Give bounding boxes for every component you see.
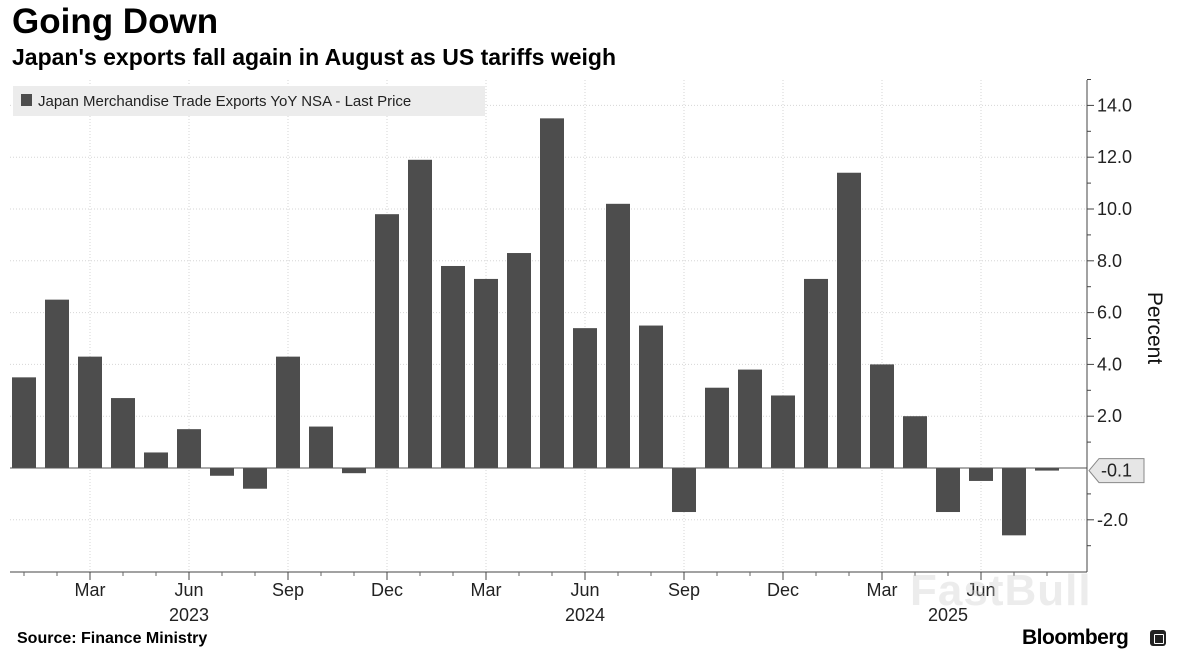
bar <box>78 356 102 468</box>
bar <box>672 468 696 513</box>
bar <box>408 159 432 469</box>
bar <box>771 395 795 468</box>
y-tick-label: 4.0 <box>1097 354 1122 374</box>
chart-title: Going Down <box>12 2 219 41</box>
y-tick-label: 14.0 <box>1097 95 1132 115</box>
bar <box>804 278 828 468</box>
y-axis-label: Percent <box>1143 292 1166 365</box>
bar <box>243 468 267 489</box>
x-month-label: Mar <box>867 580 898 600</box>
x-month-label: Sep <box>272 580 304 600</box>
bar <box>1002 468 1026 536</box>
bar <box>441 265 465 468</box>
y-tick-label: 8.0 <box>1097 251 1122 271</box>
x-axis: Mar Jun Sep Dec Mar Jun Sep Dec Mar Jun 2023 2024 20… <box>10 571 1087 625</box>
bar <box>870 364 894 468</box>
y-tick-label: 2.0 <box>1097 406 1122 426</box>
bar <box>936 468 960 513</box>
watermark: FastBull <box>910 566 1092 615</box>
bar <box>639 325 663 468</box>
bar <box>375 214 399 468</box>
legend-label: Japan Merchandise Trade Exports YoY NSA … <box>38 93 411 110</box>
last-value-callout <box>1088 458 1145 484</box>
x-year-label: 2025 <box>928 605 968 625</box>
legend: Japan Merchandise Trade Exports YoY NSA … <box>13 86 485 116</box>
bar <box>969 468 993 481</box>
x-month-label: Dec <box>767 580 799 600</box>
x-month-label: Sep <box>668 580 700 600</box>
x-year-label: 2024 <box>565 605 605 625</box>
bar <box>309 426 333 468</box>
bar <box>705 387 729 468</box>
bar <box>276 356 300 468</box>
bar <box>573 328 597 468</box>
x-month-label: Jun <box>174 580 203 600</box>
x-month-label: Dec <box>371 580 403 600</box>
source-note: Source: Finance Ministry <box>17 630 208 647</box>
x-month-label: Mar <box>471 580 502 600</box>
bar-series <box>10 118 1087 536</box>
x-month-label: Jun <box>966 580 995 600</box>
bar <box>210 468 234 476</box>
legend-swatch <box>21 94 32 106</box>
legend-background <box>13 86 485 116</box>
bar <box>12 377 36 468</box>
y-axis: 14.0 12.0 10.0 8.0 6.0 4.0 2.0 -2.0 -0.1 <box>1086 79 1145 572</box>
bar <box>507 253 531 468</box>
x-month-label: Jun <box>570 580 599 600</box>
y-tick-label: -2.0 <box>1097 510 1128 530</box>
bar <box>144 452 168 468</box>
bar <box>540 118 564 468</box>
bar <box>111 398 135 468</box>
bar <box>738 369 762 468</box>
bar <box>1035 468 1059 471</box>
y-tick-label: 6.0 <box>1097 303 1122 323</box>
bar <box>45 299 69 468</box>
bar <box>903 416 927 468</box>
x-month-label: Mar <box>75 580 106 600</box>
brand-logo: Bloomberg <box>1022 626 1129 649</box>
chart-subtitle: Japan's exports fall again in August as … <box>12 44 617 70</box>
x-year-label: 2023 <box>169 605 209 625</box>
y-tick-label: 10.0 <box>1097 199 1132 219</box>
terminal-icon <box>1150 630 1166 646</box>
bar <box>474 278 498 468</box>
bar <box>342 468 366 474</box>
last-value-label: -0.1 <box>1101 461 1132 481</box>
bar <box>177 429 201 468</box>
y-tick-label: 12.0 <box>1097 147 1132 167</box>
bar <box>606 203 630 468</box>
bar <box>837 172 861 469</box>
